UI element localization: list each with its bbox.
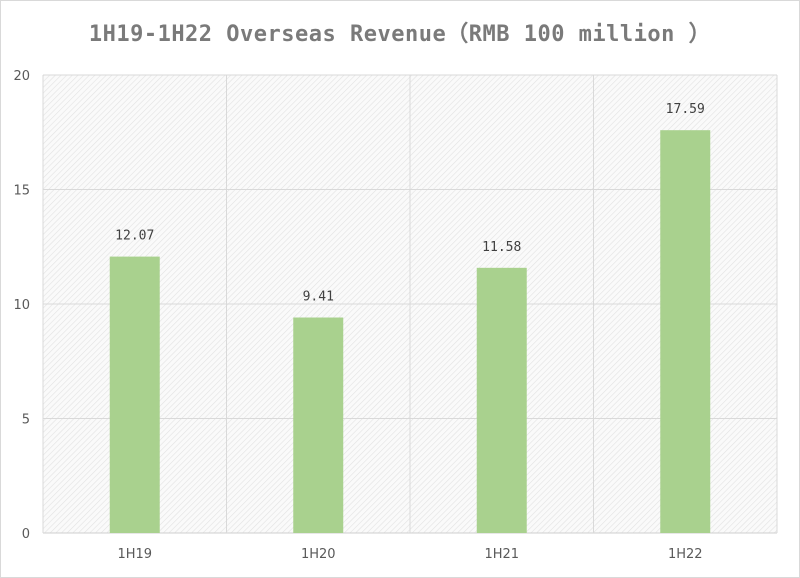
y-tick-label: 0	[22, 527, 30, 542]
y-tick-label: 5	[22, 413, 30, 428]
chart-title: 1H19-1H22 Overseas Revenue（RMB 100 milli…	[88, 22, 712, 47]
bar-1H20	[293, 317, 344, 533]
data-label: 9.41	[303, 290, 334, 305]
bar-1H21	[476, 267, 527, 533]
y-tick-label: 20	[13, 69, 30, 84]
bar-1H22	[660, 130, 711, 533]
bar-1H19	[109, 256, 160, 533]
y-tick-label: 10	[13, 298, 30, 313]
data-label: 11.58	[482, 240, 521, 255]
x-tick-label: 1H19	[117, 547, 152, 562]
x-tick-label: 1H22	[668, 547, 703, 562]
data-label: 17.59	[666, 102, 705, 117]
x-tick-label: 1H21	[484, 547, 519, 562]
x-tick-label: 1H20	[301, 547, 336, 562]
data-label: 12.07	[115, 229, 154, 244]
y-tick-label: 15	[13, 184, 30, 199]
